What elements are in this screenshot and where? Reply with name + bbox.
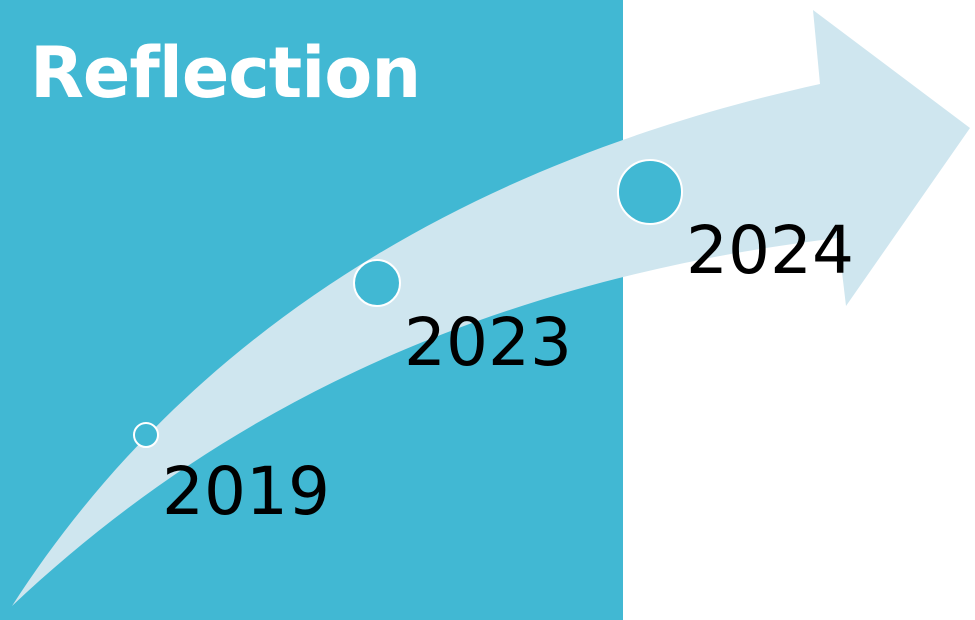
milestone-year-2024: 2024 [686, 212, 854, 289]
milestone-marker-2019 [133, 422, 159, 448]
curved-arrow-shape [12, 10, 970, 606]
milestone-marker-2024 [617, 159, 683, 225]
milestone-year-2023: 2023 [404, 304, 572, 381]
milestone-marker-2023 [353, 259, 401, 307]
slide-title: Reflection [30, 32, 421, 114]
milestone-year-2019: 2019 [162, 453, 330, 530]
